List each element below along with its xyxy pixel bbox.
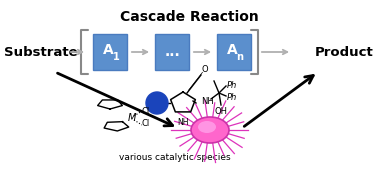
- Text: n: n: [237, 52, 243, 62]
- Text: M: M: [128, 113, 136, 123]
- Text: Ph: Ph: [227, 80, 237, 90]
- Ellipse shape: [191, 117, 229, 143]
- FancyBboxPatch shape: [217, 34, 251, 70]
- Text: Ph: Ph: [227, 92, 237, 102]
- FancyBboxPatch shape: [93, 34, 127, 70]
- Text: various catalytic species: various catalytic species: [119, 153, 231, 162]
- Text: Cl: Cl: [142, 119, 150, 128]
- Text: ...: ...: [164, 45, 180, 59]
- Text: Cl: Cl: [142, 106, 150, 115]
- Text: Cascade Reaction: Cascade Reaction: [119, 10, 259, 24]
- FancyBboxPatch shape: [155, 34, 189, 70]
- Text: A: A: [227, 43, 237, 57]
- Ellipse shape: [198, 121, 216, 133]
- Circle shape: [146, 92, 168, 114]
- Text: OH: OH: [214, 107, 228, 116]
- Text: O: O: [202, 65, 209, 74]
- Text: A: A: [102, 43, 113, 57]
- Text: Product: Product: [315, 45, 374, 58]
- Text: NH: NH: [177, 118, 189, 127]
- Text: NH: NH: [201, 96, 214, 105]
- Text: 1: 1: [113, 52, 119, 62]
- Text: Substrate: Substrate: [4, 45, 77, 58]
